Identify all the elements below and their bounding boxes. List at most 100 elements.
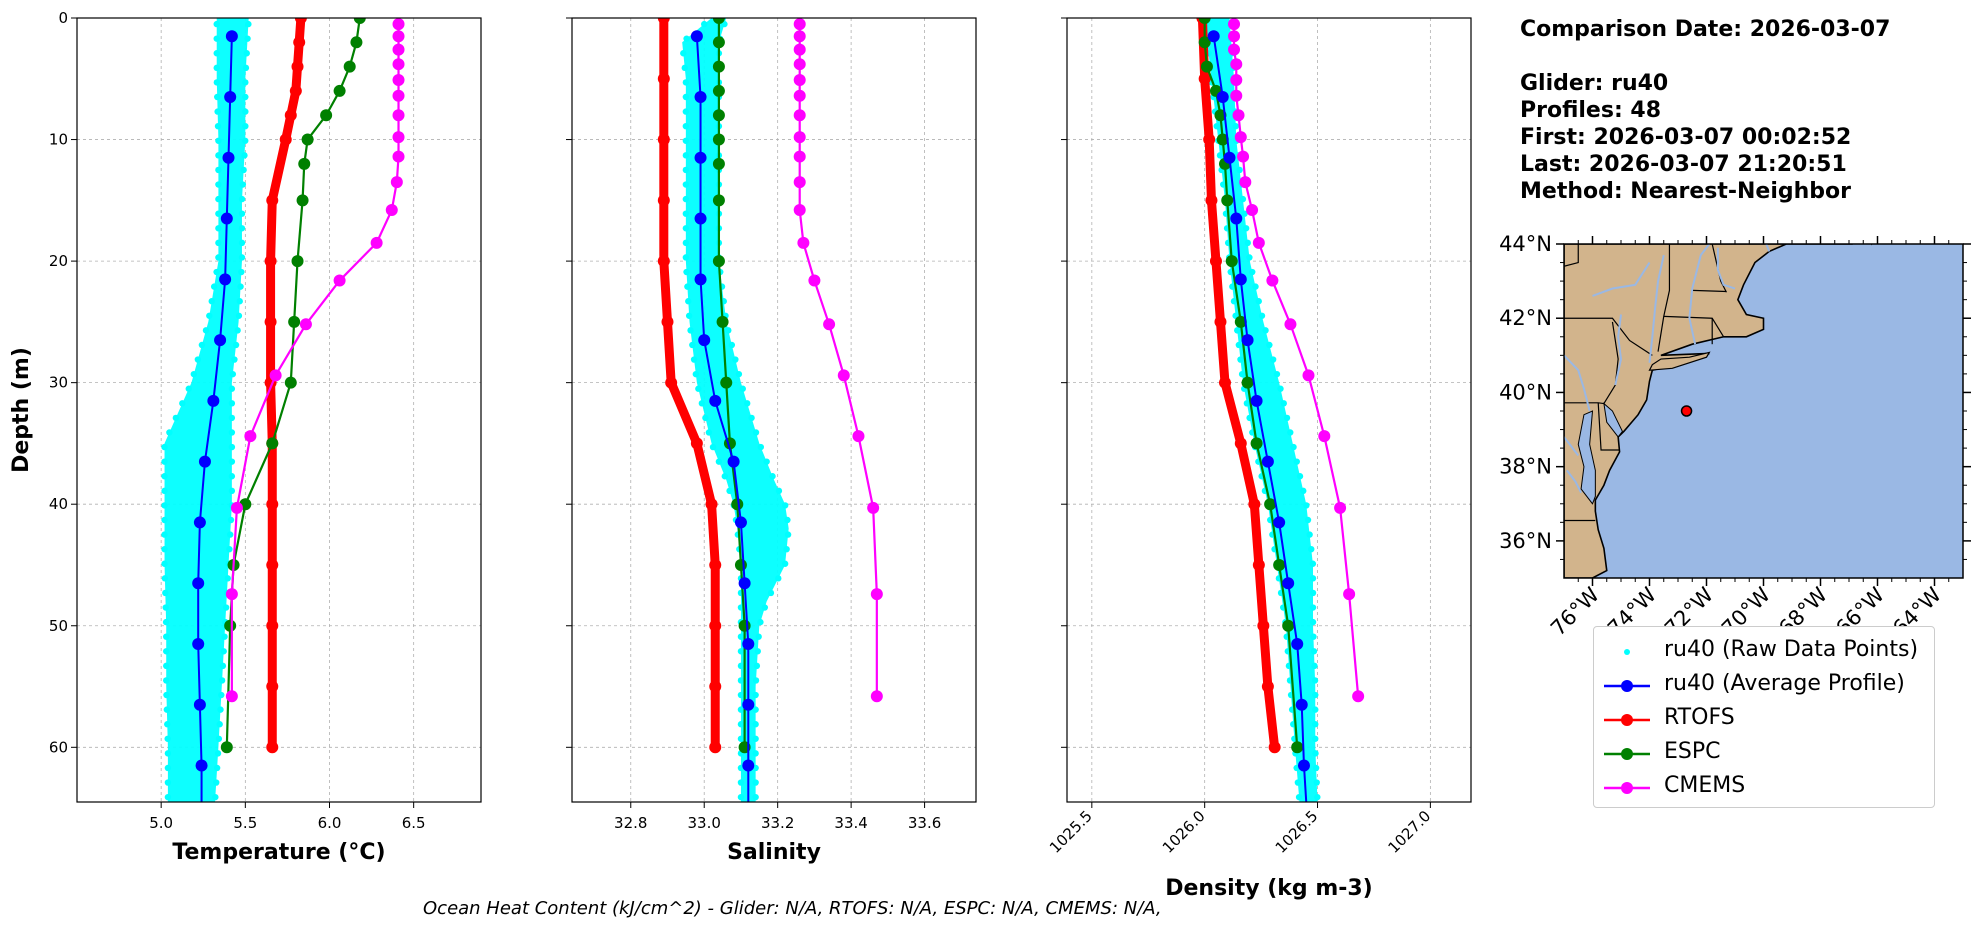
raw-point — [226, 545, 233, 553]
raw-point — [682, 181, 690, 188]
raw-point — [757, 618, 764, 626]
river — [1614, 314, 1623, 386]
series-line — [717, 18, 746, 748]
data-point — [266, 437, 279, 450]
raw-point — [228, 473, 236, 480]
raw-point — [243, 50, 250, 57]
data-point — [1214, 315, 1227, 328]
raw-point — [753, 662, 761, 670]
series-cmems — [1228, 18, 1365, 703]
raw-data-band — [682, 18, 789, 802]
raw-point — [1246, 414, 1253, 422]
raw-point — [682, 152, 690, 159]
raw-point — [206, 312, 213, 319]
raw-point — [1304, 516, 1312, 524]
raw-point — [234, 327, 241, 334]
raw-point — [164, 764, 172, 772]
data-point — [1252, 236, 1265, 249]
data-point — [742, 698, 755, 711]
raw-point — [1269, 356, 1277, 363]
data-point — [1203, 133, 1216, 146]
raw-point — [194, 356, 202, 363]
data-point — [716, 315, 729, 328]
data-point — [1239, 176, 1252, 189]
x-axis-label: Temperature (°C) — [172, 840, 385, 865]
raw-point — [213, 64, 220, 72]
data-point — [793, 73, 806, 86]
data-point — [690, 30, 703, 43]
data-point — [731, 498, 744, 511]
data-point — [1302, 369, 1315, 382]
raw-point — [692, 370, 700, 378]
raw-point — [1293, 458, 1300, 465]
data-point — [793, 131, 806, 144]
data-point — [214, 334, 227, 347]
raw-point — [216, 721, 223, 728]
series-line — [695, 36, 750, 802]
data-point — [1223, 151, 1236, 164]
data-point — [1284, 318, 1297, 331]
data-point — [298, 157, 311, 170]
raw-point — [682, 254, 690, 261]
legend-swatch — [1624, 649, 1630, 655]
series-rtofs — [657, 18, 722, 754]
raw-point — [1312, 750, 1319, 757]
raw-point — [1273, 370, 1281, 378]
last-time: Last: 2026-03-07 21:20:51 — [1520, 152, 1847, 177]
series-line — [225, 18, 361, 748]
raw-point — [228, 443, 236, 451]
data-point — [220, 212, 233, 225]
legend-item: ru40 (Average Profile) — [1594, 669, 1932, 703]
data-point — [291, 60, 304, 73]
raw-point — [215, 152, 222, 159]
raw-point — [1290, 443, 1297, 451]
raw-point — [218, 691, 225, 699]
legend-swatch — [1604, 714, 1650, 726]
raw-point — [1312, 691, 1319, 699]
series-cmems — [793, 18, 883, 703]
data-point — [1230, 89, 1243, 102]
x-tick-label: 1026.0 — [1159, 807, 1209, 857]
raw-point — [213, 268, 220, 276]
legend-item: ESPC — [1594, 737, 1932, 771]
chesapeake-bay — [1577, 410, 1596, 505]
raw-point — [1303, 502, 1310, 509]
series-line — [230, 24, 400, 697]
raw-point — [1287, 429, 1294, 436]
data-point — [738, 577, 751, 590]
raw-point — [767, 589, 775, 597]
raw-point — [1312, 764, 1320, 772]
raw-point — [219, 662, 227, 670]
raw-point — [242, 79, 249, 86]
raw-point — [1238, 370, 1246, 378]
raw-point — [161, 516, 168, 524]
raw-point — [1296, 473, 1304, 480]
raw-point — [163, 648, 170, 655]
data-point — [657, 255, 670, 268]
data-point — [385, 204, 398, 217]
data-point — [224, 619, 237, 632]
data-point — [793, 150, 806, 163]
raw-point — [245, 20, 252, 28]
raw-point — [1312, 721, 1319, 728]
raw-point — [215, 166, 222, 174]
raw-point — [240, 166, 247, 174]
data-point — [1218, 376, 1231, 389]
data-point — [712, 157, 725, 170]
data-point — [1228, 18, 1241, 31]
x-axis-label: Salinity — [727, 840, 821, 865]
raw-point — [235, 312, 243, 319]
data-point — [224, 91, 237, 104]
raw-point — [228, 458, 236, 465]
raw-point — [725, 327, 732, 334]
raw-point — [705, 429, 713, 436]
raw-point — [1314, 793, 1321, 801]
data-point — [793, 43, 806, 56]
raw-point — [1311, 677, 1319, 684]
y-tick-label: 20 — [49, 252, 68, 270]
raw-point — [1236, 166, 1243, 174]
data-point — [712, 84, 725, 97]
raw-point — [709, 443, 717, 451]
data-point — [266, 619, 279, 632]
